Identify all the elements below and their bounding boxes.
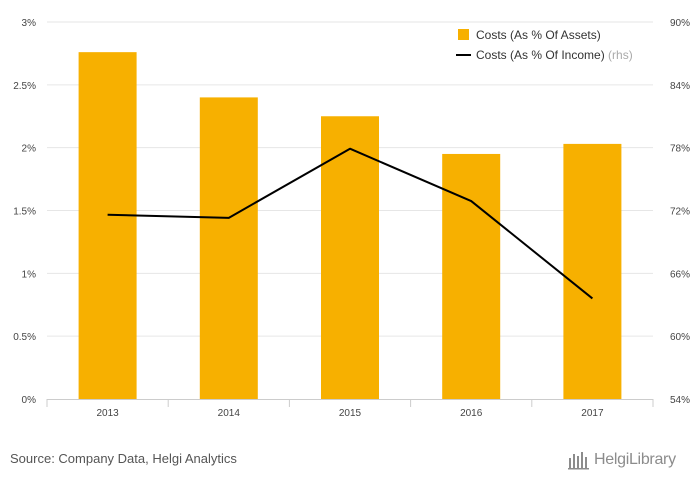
legend-label-bar: Costs (As % Of Assets) bbox=[476, 28, 601, 42]
y-right-tick-label: 54% bbox=[670, 395, 690, 406]
y-left-tick-label: 2.5% bbox=[13, 81, 36, 92]
y-left-tick-label: 3% bbox=[22, 18, 37, 29]
x-tick-label: 2017 bbox=[581, 408, 604, 419]
bar-series bbox=[78, 52, 622, 400]
helgi-library-icon bbox=[568, 452, 589, 470]
legend: Costs (As % Of Assets) Costs (As % Of In… bbox=[456, 28, 633, 62]
y-right-tick-label: 84% bbox=[670, 81, 690, 92]
x-tick-label: 2013 bbox=[96, 408, 119, 419]
brand-logo: HelgiLibrary bbox=[568, 447, 676, 473]
legend-label-line: Costs (As % Of Income) (rhs) bbox=[476, 48, 633, 62]
x-tick-label: 2015 bbox=[339, 408, 362, 419]
y-right-tick-label: 78% bbox=[670, 144, 690, 155]
legend-label-line-suffix: (rhs) bbox=[608, 48, 633, 62]
y-right-tick-label: 66% bbox=[670, 269, 690, 280]
x-tick-label: 2016 bbox=[460, 408, 483, 419]
bar bbox=[321, 116, 379, 399]
bar bbox=[563, 143, 622, 399]
axes: 0% 0.5% 1% 1.5% 2% 2.5% 3% 54% 60% 66% 72% 78% 84% 90… bbox=[13, 18, 690, 419]
y-right-tick-label: 72% bbox=[670, 207, 690, 218]
x-tick-label: 2014 bbox=[218, 408, 241, 419]
y-left-tick-label: 0.5% bbox=[13, 332, 36, 343]
brand-name: HelgiLibrary bbox=[594, 451, 676, 468]
line-series bbox=[107, 147, 594, 300]
bar bbox=[442, 153, 501, 399]
y-right-tick-label: 60% bbox=[670, 332, 690, 343]
y-left-tick-label: 1.5% bbox=[13, 207, 36, 218]
bar bbox=[78, 52, 137, 399]
y-right-tick-label: 90% bbox=[670, 18, 690, 29]
bar bbox=[199, 97, 258, 400]
series-line bbox=[107, 147, 594, 300]
y-left-tick-label: 1% bbox=[22, 269, 37, 280]
y-left-tick-label: 0% bbox=[22, 395, 37, 406]
legend-label-line-name: Costs (As % Of Income) bbox=[476, 48, 605, 62]
source-note: Source: Company Data, Helgi Analytics bbox=[10, 451, 237, 466]
legend-swatch-bar bbox=[458, 29, 469, 40]
y-left-tick-label: 2% bbox=[22, 144, 37, 155]
